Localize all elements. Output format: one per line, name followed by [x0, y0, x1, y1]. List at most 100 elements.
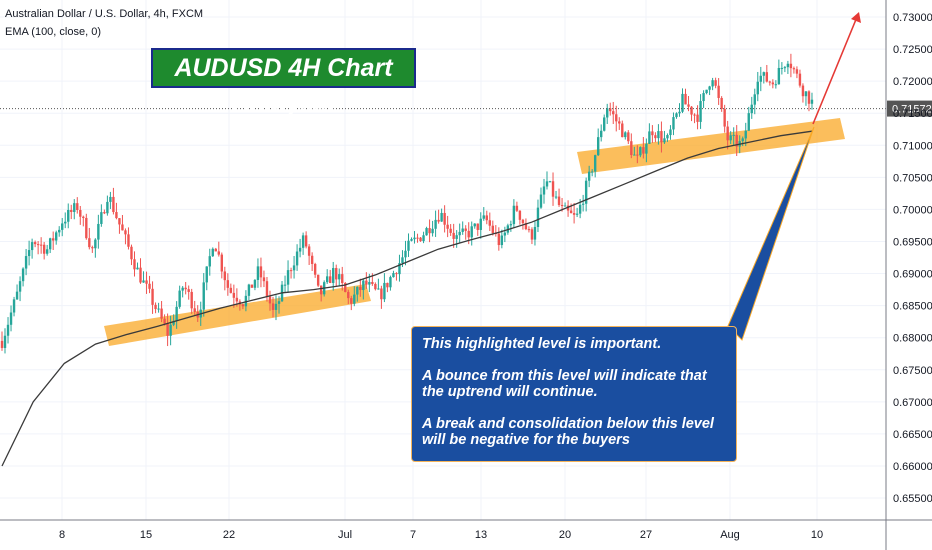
y-tick-label: 0.67500 [893, 365, 932, 377]
candle-body [648, 131, 651, 144]
candle-body [744, 130, 747, 139]
candle-body [286, 270, 290, 285]
y-tick-label: 0.70500 [893, 172, 932, 184]
candle-body [124, 230, 127, 235]
candle-body [45, 249, 49, 254]
candle-body [563, 205, 567, 207]
candle-body [295, 251, 299, 266]
candle-body [768, 81, 772, 83]
candle-body [621, 123, 624, 138]
candle-body [491, 225, 495, 233]
candle-body [226, 280, 230, 288]
projection-arrow-line [812, 16, 858, 125]
candle-body [368, 281, 371, 285]
candle-body [756, 81, 759, 95]
candle-body [600, 130, 603, 138]
candle-body [786, 63, 790, 68]
candle-body [524, 223, 528, 230]
candle-body [669, 129, 672, 136]
candle-body [154, 304, 157, 310]
candle-body [566, 205, 570, 211]
y-tick-label: 0.68000 [893, 333, 932, 345]
candle-body [425, 228, 428, 236]
candle-body [229, 287, 233, 293]
candle-body [810, 99, 814, 104]
candle-body [205, 266, 208, 283]
candle-body [12, 299, 16, 313]
candle-body [277, 301, 281, 304]
candle-body [139, 267, 142, 283]
current-price-line: 0.71572 [0, 100, 932, 117]
candle-body [596, 137, 600, 156]
candle-body [759, 75, 762, 82]
candle-body [383, 282, 386, 300]
note-pointer [727, 126, 815, 341]
candle-body [681, 93, 684, 112]
candle-body [262, 277, 266, 282]
candle-body [446, 224, 449, 229]
candle-body [67, 209, 70, 222]
candle-body [36, 244, 40, 246]
candle-body [708, 86, 711, 90]
candle-body [241, 304, 245, 307]
candle-body [548, 181, 552, 183]
candle-body [193, 308, 196, 312]
candle-body [271, 303, 275, 310]
candle-body [711, 80, 714, 87]
candle-body [121, 224, 124, 231]
candle-body [464, 228, 467, 231]
candle-body [148, 283, 151, 289]
candle-body [675, 113, 678, 118]
candle-body [190, 291, 193, 309]
candle-body [780, 67, 784, 69]
current-price-label: 0.71572 [892, 104, 932, 116]
x-tick-label: 13 [475, 529, 487, 541]
candle-body [443, 212, 446, 225]
candle-body [127, 234, 130, 247]
candle-body [587, 171, 591, 181]
candle-body [663, 138, 666, 143]
candle-body [172, 320, 175, 325]
candle-body [274, 303, 278, 310]
candle-body [651, 131, 654, 136]
candle-body [792, 68, 796, 70]
candle-body [672, 117, 675, 130]
candle-body [169, 324, 172, 336]
candle-body [73, 203, 76, 213]
candle-body [223, 271, 227, 281]
candle-body [392, 273, 395, 278]
note-line-2: A bounce from this level will indicate t… [422, 368, 707, 400]
candle-body [112, 196, 115, 213]
candle-body [329, 276, 332, 283]
candle-body [551, 181, 555, 197]
x-tick-label: 22 [223, 529, 235, 541]
candle-body [51, 238, 55, 241]
candle-body [9, 312, 13, 325]
candle-body [512, 205, 516, 225]
candle-body [807, 91, 811, 104]
candle-body [247, 284, 251, 296]
candle-body [365, 280, 368, 285]
candle-body [335, 268, 338, 280]
candle-body [166, 323, 169, 336]
candle-body [386, 282, 389, 288]
candle-body [627, 132, 630, 142]
candle-body [434, 219, 437, 229]
candle-body [374, 283, 377, 290]
candle-body [235, 297, 239, 302]
candle-body [684, 93, 687, 105]
candle-body [362, 280, 365, 291]
candle-body [178, 290, 181, 307]
candle-body [136, 267, 139, 270]
candle-body [789, 63, 793, 69]
symbol-title: Australian Dollar / U.S. Dollar, 4h, FXC… [5, 8, 204, 20]
candle-body [470, 226, 473, 238]
candle-body [217, 251, 220, 255]
candle-body [753, 94, 756, 105]
candle-body [515, 205, 519, 211]
candle-body [350, 298, 353, 304]
candle-body [654, 135, 657, 139]
x-tick-label: Jul [338, 529, 352, 541]
x-tick-label: 10 [811, 529, 823, 541]
